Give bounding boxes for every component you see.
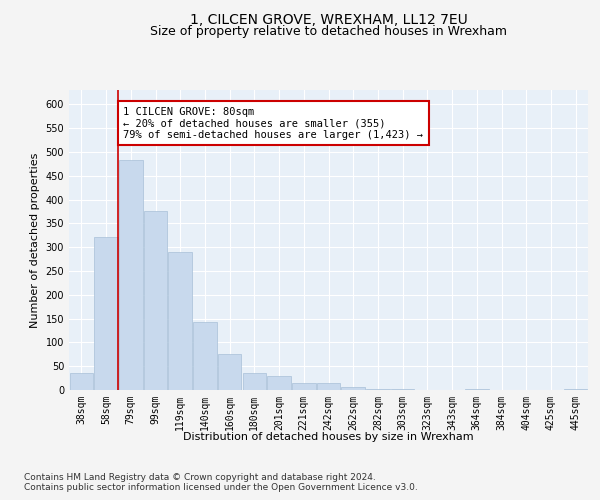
Bar — [193, 322, 217, 390]
Bar — [94, 236, 118, 390]
Bar — [119, 160, 143, 390]
Bar — [564, 389, 587, 390]
Bar — [465, 389, 488, 390]
Bar — [366, 388, 389, 390]
Text: 1, CILCEN GROVE, WREXHAM, LL12 7EU: 1, CILCEN GROVE, WREXHAM, LL12 7EU — [190, 12, 467, 26]
Bar — [218, 354, 241, 390]
Text: Distribution of detached houses by size in Wrexham: Distribution of detached houses by size … — [184, 432, 474, 442]
Bar — [391, 389, 415, 390]
Bar — [144, 211, 167, 390]
Text: Contains HM Land Registry data © Crown copyright and database right 2024.
Contai: Contains HM Land Registry data © Crown c… — [24, 472, 418, 492]
Bar — [317, 383, 340, 390]
Y-axis label: Number of detached properties: Number of detached properties — [30, 152, 40, 328]
Bar — [341, 387, 365, 390]
Bar — [268, 376, 291, 390]
Bar — [242, 374, 266, 390]
Bar — [169, 252, 192, 390]
Bar — [292, 383, 316, 390]
Text: 1 CILCEN GROVE: 80sqm
← 20% of detached houses are smaller (355)
79% of semi-det: 1 CILCEN GROVE: 80sqm ← 20% of detached … — [124, 106, 424, 140]
Text: Size of property relative to detached houses in Wrexham: Size of property relative to detached ho… — [151, 25, 508, 38]
Bar — [70, 374, 93, 390]
